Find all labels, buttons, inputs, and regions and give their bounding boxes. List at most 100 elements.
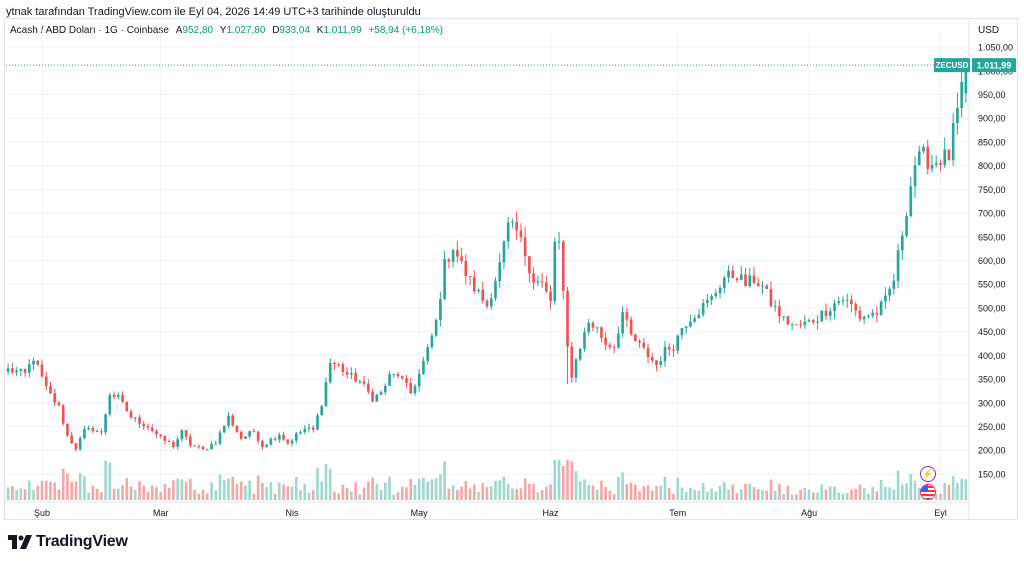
volume-bar	[536, 492, 540, 500]
volume-bar	[519, 488, 523, 500]
candle-body	[748, 275, 752, 287]
candle-body	[299, 432, 302, 434]
candle-body	[273, 438, 277, 440]
volume-bar	[549, 484, 552, 500]
volume-bar	[820, 484, 824, 500]
volume-bar	[625, 484, 629, 500]
candle-body	[447, 259, 451, 262]
candle-body	[286, 439, 290, 444]
volume-bar	[557, 460, 561, 500]
volume-bar	[66, 473, 69, 500]
volume-bar	[532, 483, 535, 500]
candle-body	[362, 381, 366, 384]
volume-bar	[354, 482, 357, 500]
candle-body	[617, 333, 620, 348]
volume-bar	[570, 461, 574, 500]
x-tick-label: Haz	[543, 508, 560, 518]
candle-body	[176, 439, 179, 447]
candle-body	[701, 303, 705, 315]
candle-body	[307, 427, 311, 429]
volume-bar	[684, 492, 688, 500]
volume-bar	[146, 492, 150, 500]
volume-bar	[765, 490, 769, 500]
open-label: A	[175, 25, 183, 36]
volume-bar	[36, 485, 40, 500]
candle-body	[159, 434, 162, 436]
volume-bar	[845, 493, 849, 500]
candle-body	[905, 216, 908, 236]
volume-bar	[95, 488, 99, 500]
candle-body	[108, 394, 112, 415]
volume-bar	[638, 491, 641, 500]
symbol-title[interactable]: Acash / ABD Doları · 1G · Coinbase	[10, 25, 169, 36]
candle-body	[227, 415, 230, 426]
candle-body	[146, 426, 150, 428]
candle-body	[879, 301, 883, 315]
candle-body	[256, 431, 260, 441]
volume-bar	[252, 493, 256, 500]
candle-body	[150, 427, 154, 432]
y-tick-label: 650,00	[978, 232, 1006, 242]
volume-bar	[913, 480, 917, 500]
candle-body	[481, 289, 485, 301]
volume-bar	[83, 476, 86, 500]
volume-bar	[337, 493, 340, 500]
volume-bar	[756, 489, 760, 500]
volume-bar	[447, 488, 451, 500]
currency-button[interactable]: USD	[972, 22, 1016, 40]
candle-body	[511, 221, 514, 223]
candle-body	[557, 241, 561, 243]
candle-body	[778, 305, 781, 317]
volume-bar	[388, 476, 391, 500]
open-value: 952,80	[182, 25, 214, 36]
volume-bar	[862, 488, 866, 500]
x-tick-label: Nis	[286, 508, 299, 518]
candle-body	[214, 443, 218, 445]
y-tick-label: 950,00	[978, 90, 1006, 100]
volume-bar	[409, 478, 413, 500]
volume-bar	[956, 482, 959, 500]
volume-bar	[460, 486, 463, 500]
volume-bar	[32, 490, 35, 500]
tradingview-logo[interactable]: TradingView	[8, 532, 128, 552]
candle-body	[133, 417, 137, 419]
x-tick-label: May	[411, 508, 429, 518]
volume-bar	[27, 480, 31, 500]
close-label: K	[316, 25, 324, 36]
candle-body	[396, 373, 400, 377]
symbol-tag-label: ZECUSD	[936, 61, 969, 70]
volume-bar	[540, 490, 544, 500]
volume-bar	[231, 476, 235, 500]
volume-bar	[417, 478, 421, 500]
candle-body	[744, 274, 747, 287]
candle-body	[752, 275, 756, 284]
volume-bar	[350, 491, 353, 500]
us-flag-icon[interactable]	[920, 484, 936, 500]
y-tick-label: 800,00	[978, 161, 1006, 171]
candle-body	[485, 300, 489, 307]
volume-bar	[655, 486, 658, 500]
lightning-icon[interactable]: ⚡	[920, 466, 936, 482]
volume-bar	[680, 487, 684, 500]
candle-body	[434, 320, 438, 336]
candle-body	[290, 440, 294, 444]
volume-bar	[900, 484, 904, 500]
y-tick-label: 1.050,00	[978, 43, 1013, 53]
volume-bar	[523, 478, 527, 500]
candle-body	[70, 435, 74, 444]
volume-bar	[494, 480, 497, 500]
candle-body	[57, 402, 61, 406]
candle-body	[528, 256, 531, 274]
candle-body	[739, 274, 743, 281]
candle-body	[731, 270, 735, 279]
candle-body	[49, 385, 52, 394]
candle-body	[460, 256, 463, 261]
candle-body	[333, 362, 336, 365]
candle-body	[367, 383, 370, 392]
volume-bar	[824, 489, 828, 500]
volume-bar	[591, 485, 595, 500]
volume-bar	[672, 494, 675, 500]
volume-bar	[608, 490, 612, 500]
candle-body	[53, 393, 57, 403]
